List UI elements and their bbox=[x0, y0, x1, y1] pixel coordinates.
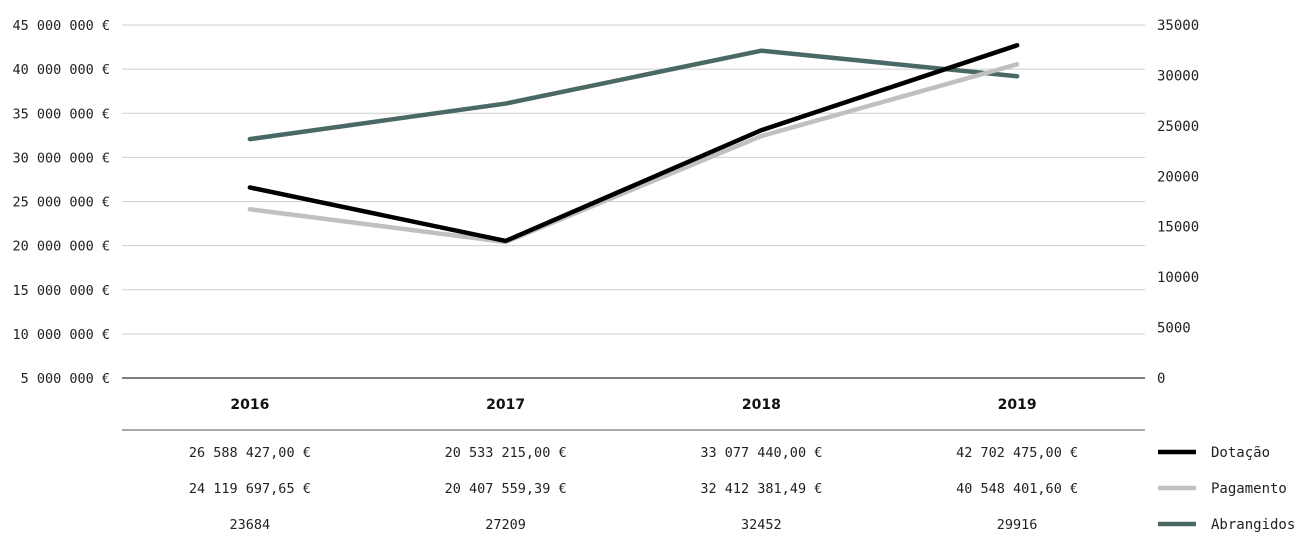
x-axis-label: 2019 bbox=[998, 397, 1037, 413]
right-axis-tick-label: 10000 bbox=[1157, 270, 1199, 286]
left-axis-tick-label: 15 000 000 € bbox=[12, 283, 110, 299]
table-cell: 20 407 559,39 € bbox=[445, 481, 567, 497]
right-axis-tick-label: 25000 bbox=[1157, 119, 1199, 135]
x-axis-label: 2016 bbox=[230, 397, 269, 413]
table-cell: 20 533 215,00 € bbox=[445, 445, 567, 461]
table-cell: 27209 bbox=[485, 517, 526, 533]
legend: Dotação Pagamento Abrangidos bbox=[1158, 445, 1295, 533]
right-axis-tick-labels: 0 5000 10000 15000 20000 25000 30000 35000 bbox=[1157, 18, 1199, 387]
left-axis-tick-label: 45 000 000 € bbox=[12, 18, 110, 34]
left-axis-tick-label: 35 000 000 € bbox=[12, 106, 110, 122]
left-axis-tick-label: 5 000 000 € bbox=[21, 371, 110, 387]
left-axis-tick-label: 25 000 000 € bbox=[12, 195, 110, 211]
gridlines bbox=[122, 24, 1145, 431]
right-axis-tick-label: 15000 bbox=[1157, 220, 1199, 236]
table-cell: 33 077 440,00 € bbox=[700, 445, 822, 461]
left-axis-tick-labels: 5 000 000 € 10 000 000 € 15 000 000 € 20 00… bbox=[12, 18, 110, 387]
series-line-abrangidos bbox=[247, 48, 1020, 142]
right-axis-tick-label: 20000 bbox=[1157, 169, 1199, 185]
left-axis-tick-label: 20 000 000 € bbox=[12, 239, 110, 255]
x-axis-label: 2017 bbox=[486, 397, 525, 413]
legend-label: Abrangidos bbox=[1211, 517, 1295, 533]
table-cell: 24 119 697,65 € bbox=[189, 481, 311, 497]
series-line-dotacao bbox=[247, 43, 1020, 244]
data-table: 26 588 427,00 € 20 533 215,00 € 33 077 440… bbox=[189, 445, 1078, 533]
table-cell: 26 588 427,00 € bbox=[189, 445, 311, 461]
table-cell: 32 412 381,49 € bbox=[700, 481, 822, 497]
left-axis-tick-label: 10 000 000 € bbox=[12, 327, 110, 343]
legend-label: Pagamento bbox=[1211, 481, 1287, 497]
x-axis-label: 2018 bbox=[742, 397, 781, 413]
series-lines bbox=[247, 43, 1020, 245]
series-line-pagamento bbox=[247, 62, 1020, 245]
right-axis-tick-label: 5000 bbox=[1157, 321, 1191, 337]
right-axis-tick-label: 30000 bbox=[1157, 68, 1199, 84]
left-axis-tick-label: 30 000 000 € bbox=[12, 150, 110, 166]
right-axis-tick-label: 0 bbox=[1157, 371, 1165, 387]
right-axis-tick-label: 35000 bbox=[1157, 18, 1199, 34]
legend-label: Dotação bbox=[1211, 445, 1270, 461]
x-axis-category-labels: 2016 2017 2018 2019 bbox=[230, 397, 1036, 413]
table-cell: 29916 bbox=[997, 517, 1038, 533]
table-cell: 40 548 401,60 € bbox=[956, 481, 1078, 497]
table-cell: 23684 bbox=[230, 517, 271, 533]
table-cell: 42 702 475,00 € bbox=[956, 445, 1078, 461]
table-cell: 32452 bbox=[741, 517, 782, 533]
left-axis-tick-label: 40 000 000 € bbox=[12, 62, 110, 78]
